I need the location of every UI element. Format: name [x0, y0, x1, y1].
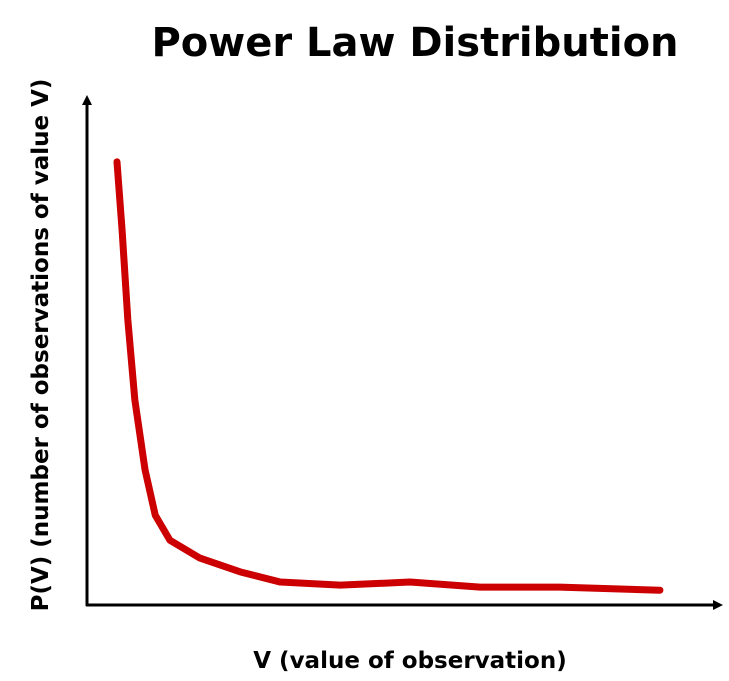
y-axis-label: P(V) (number of observations of value V): [28, 79, 54, 612]
chart-title: Power Law Distribution: [151, 20, 678, 66]
x-axis-label: V (value of observation): [253, 648, 567, 674]
line-series: [113, 158, 664, 594]
